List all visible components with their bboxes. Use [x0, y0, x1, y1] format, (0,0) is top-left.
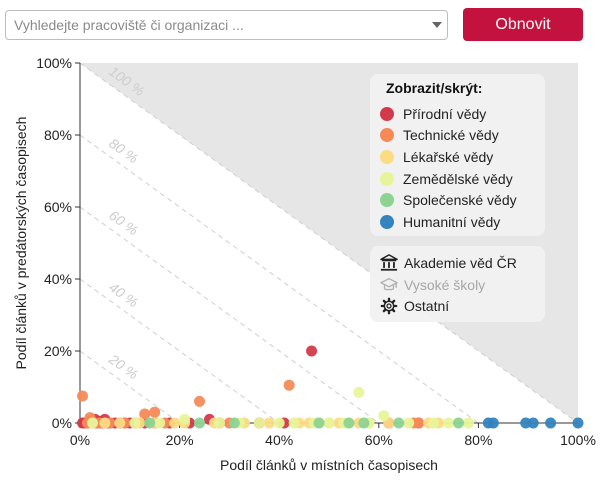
legend-title: Zobrazit/skrýt:	[386, 80, 483, 96]
legend-item-technicke[interactable]: Technické vědy	[380, 124, 499, 146]
institution-legend: Akademie věd ČR Vysoké školy Ostatní	[370, 246, 545, 322]
data-point	[413, 417, 425, 429]
data-point	[378, 410, 390, 422]
legend-dot-icon	[380, 107, 394, 121]
x-tick-label: 80%	[464, 432, 492, 448]
diagonal-label: 40 %	[106, 279, 141, 311]
y-tick-label: 20%	[44, 343, 72, 359]
legend-dot-icon	[380, 128, 394, 142]
data-point	[545, 417, 557, 429]
data-point	[86, 417, 98, 429]
diagonal-line	[79, 134, 479, 424]
data-point	[403, 417, 415, 429]
diagonal-line	[79, 62, 579, 424]
legend-item-ostatni[interactable]: Ostatní	[380, 295, 449, 317]
dropdown-caret-icon[interactable]	[432, 22, 442, 28]
legend-label: Technické vědy	[403, 127, 499, 143]
search-select[interactable]	[5, 10, 448, 40]
x-tick-label: 40%	[265, 432, 293, 448]
data-point	[572, 417, 584, 429]
y-tick-label: 80%	[44, 127, 72, 143]
data-point	[358, 417, 370, 429]
legend-item-humanitni[interactable]: Humanitní vědy	[380, 211, 500, 233]
data-point	[154, 417, 166, 429]
data-point	[313, 417, 325, 429]
legend-item-vysoke-skoly[interactable]: Vysoké školy	[380, 274, 485, 296]
legend-dot-icon	[380, 172, 394, 186]
y-axis-label: Podíl článků v predátorských časopisech	[13, 117, 29, 370]
data-point	[306, 345, 318, 357]
refresh-button[interactable]: Obnovit	[463, 8, 583, 41]
data-point	[129, 417, 141, 429]
search-input[interactable]	[6, 11, 424, 39]
data-point	[443, 417, 455, 429]
data-point	[462, 417, 474, 429]
legend-label: Zemědělské vědy	[403, 171, 513, 187]
data-point	[487, 417, 499, 429]
legend-item-zemedelske[interactable]: Zemědělské vědy	[380, 168, 513, 190]
x-tick-label: 100%	[560, 432, 596, 448]
data-point	[114, 417, 126, 429]
x-tick-label: 20%	[166, 432, 194, 448]
data-point	[527, 417, 539, 429]
x-tick-label: 0%	[70, 432, 90, 448]
legend-label: Humanitní vědy	[403, 214, 501, 230]
y-tick-label: 100%	[36, 55, 72, 71]
y-tick-label: 0%	[52, 415, 72, 431]
data-point	[194, 417, 206, 429]
data-point	[353, 386, 365, 398]
data-point	[393, 417, 405, 429]
legend-dot-icon	[380, 193, 394, 207]
data-point	[253, 417, 265, 429]
data-point	[263, 417, 275, 429]
field-legend: Zobrazit/skrýt: Přírodní vědy Technické …	[370, 74, 545, 236]
data-point	[323, 417, 335, 429]
x-tick-label: 60%	[365, 432, 393, 448]
legend-item-spolecenske[interactable]: Společenské vědy	[380, 189, 517, 211]
legend-label: Lékařské vědy	[403, 149, 494, 165]
data-point	[273, 417, 285, 429]
gear-icon	[380, 297, 398, 315]
data-point	[428, 417, 440, 429]
data-point	[213, 417, 225, 429]
legend-label: Ostatní	[404, 298, 450, 314]
data-point	[343, 417, 355, 429]
data-point	[288, 417, 300, 429]
building-columns-icon	[380, 254, 398, 271]
legend-dot-icon	[380, 215, 394, 229]
diagonal-line	[79, 350, 180, 424]
diagonal-label: 20 %	[105, 350, 141, 382]
data-point	[283, 379, 295, 391]
legend-item-lekarske[interactable]: Lékařské vědy	[380, 146, 493, 168]
legend-label: Přírodní vědy	[403, 106, 487, 122]
x-axis-label: Podíl článků v místních časopisech	[220, 457, 438, 473]
data-point	[228, 417, 240, 429]
data-point	[194, 395, 206, 407]
graduation-cap-icon	[380, 278, 398, 291]
legend-label: Vysoké školy	[404, 277, 486, 293]
data-point	[452, 417, 464, 429]
legend-label: Akademie věd ČR	[404, 255, 517, 271]
diagonal-label: 80 %	[106, 135, 141, 167]
diagonal-label: 60 %	[106, 207, 141, 239]
y-tick-label: 40%	[44, 271, 72, 287]
data-point	[99, 417, 111, 429]
diagonal-line	[79, 206, 380, 424]
data-point	[76, 390, 88, 402]
legend-dot-icon	[380, 150, 394, 164]
legend-item-akademie[interactable]: Akademie věd ČR	[380, 252, 517, 274]
data-point	[144, 417, 156, 429]
data-point	[149, 406, 161, 418]
legend-item-prirodni[interactable]: Přírodní vědy	[380, 103, 486, 125]
data-point	[169, 417, 181, 429]
data-point	[139, 408, 151, 420]
legend-label: Společenské vědy	[403, 192, 517, 208]
data-point	[179, 413, 191, 425]
y-tick-label: 60%	[44, 199, 72, 215]
diagonal-line	[79, 278, 280, 424]
